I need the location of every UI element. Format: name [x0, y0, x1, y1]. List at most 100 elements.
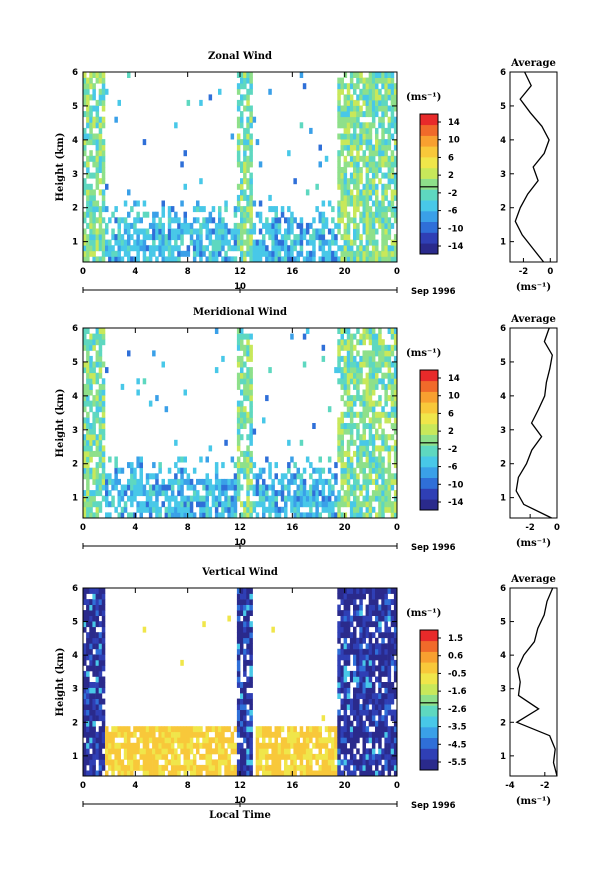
heatmap-cell — [375, 172, 379, 179]
heatmap-cell — [340, 643, 344, 650]
heatmap-cell — [243, 709, 247, 716]
heatmap-cell — [343, 239, 348, 246]
heatmap-cell — [196, 501, 200, 508]
heatmap-cell — [246, 206, 250, 213]
heatmap-cell — [393, 127, 398, 134]
heatmap-cell — [346, 333, 351, 340]
heatmap-cell — [375, 133, 379, 140]
heatmap-cell — [152, 350, 156, 357]
heatmap-cell — [268, 234, 272, 241]
heatmap-cell — [331, 501, 335, 508]
heatmap-cell — [161, 478, 165, 485]
heatmap-cell — [101, 720, 106, 727]
heatmap-cell — [331, 239, 335, 246]
heatmap-cell — [340, 450, 344, 457]
heatmap-cell — [108, 250, 112, 257]
heatmap-cell — [214, 222, 219, 229]
heatmap-cell — [95, 239, 100, 246]
heatmap-cell — [105, 490, 109, 497]
heatmap-cell — [343, 234, 348, 241]
heatmap-cell — [95, 439, 100, 446]
heatmap-cell — [375, 615, 379, 622]
heatmap-cell — [390, 400, 395, 407]
heatmap-cell — [139, 473, 143, 480]
heatmap-cell — [268, 256, 272, 263]
heatmap-cell — [353, 395, 357, 402]
heatmap-cell — [378, 167, 382, 173]
heatmap-cell — [249, 709, 253, 716]
heatmap-cell — [356, 111, 360, 118]
heatmap-cell — [390, 648, 395, 655]
heatmap-cell — [164, 764, 169, 771]
heatmap-cell — [381, 228, 385, 235]
heatmap-cell — [221, 731, 225, 738]
heatmap-cell — [359, 467, 363, 474]
heatmap-cell — [293, 759, 297, 766]
heatmap-cell — [384, 748, 388, 755]
heatmap-cell — [356, 462, 360, 469]
heatmap-cell — [92, 599, 96, 605]
heatmap-cell — [378, 450, 382, 457]
heatmap-cell — [371, 770, 376, 777]
heatmap-cell — [101, 217, 106, 224]
colorbar-swatch — [420, 423, 438, 435]
heatmap-cell — [249, 344, 253, 351]
heatmap-cell — [375, 189, 379, 196]
heatmap-cell — [299, 726, 304, 733]
colorbar-swatch — [420, 640, 438, 652]
heatmap-cell — [365, 83, 370, 90]
heatmap-cell — [321, 764, 326, 771]
heatmap-cell — [375, 512, 379, 519]
heatmap-cell — [287, 206, 291, 213]
heatmap-cell — [249, 720, 253, 727]
heatmap-cell — [365, 693, 370, 699]
heatmap-cell — [287, 731, 291, 738]
heatmap-cell — [243, 659, 247, 666]
heatmap-cell — [98, 428, 103, 435]
heatmap-cell — [365, 194, 370, 201]
heatmap-cell — [208, 484, 213, 491]
heatmap-cell — [95, 693, 100, 699]
heatmap-cell — [199, 206, 203, 213]
heatmap-cell — [268, 512, 272, 519]
heatmap-cell — [371, 704, 376, 710]
heatmap-cell — [368, 748, 373, 755]
heatmap-cell — [221, 753, 225, 760]
heatmap-cell — [384, 659, 388, 666]
heatmap-cell — [246, 200, 250, 207]
heatmap-cell — [312, 256, 316, 263]
heatmap-cell — [236, 161, 241, 168]
heatmap-cell — [95, 704, 100, 710]
heatmap-cell — [368, 328, 373, 334]
heatmap-cell — [164, 245, 169, 252]
heatmap-cell — [98, 704, 103, 710]
heatmap-cell — [387, 133, 392, 140]
heatmap-cell — [139, 467, 143, 474]
heatmap-cell — [346, 715, 351, 722]
heatmap-cell — [309, 462, 313, 469]
heatmap-cell — [378, 161, 382, 168]
heatmap-cell — [246, 411, 250, 418]
heatmap-cell — [390, 411, 395, 418]
heatmap-cell — [299, 72, 304, 78]
heatmap-cell — [83, 383, 87, 390]
heatmap-cell — [243, 654, 247, 661]
heatmap-cell — [359, 654, 363, 661]
heatmap-cell — [249, 753, 253, 760]
heatmap-cell — [346, 704, 351, 710]
heatmap-cell — [390, 748, 395, 755]
heatmap-cell — [393, 105, 398, 112]
heatmap-cell — [89, 621, 93, 628]
heatmap-cell — [359, 682, 363, 688]
heatmap-cell — [365, 604, 370, 611]
heatmap-cell — [221, 759, 225, 766]
heatmap-cell — [98, 599, 103, 605]
heatmap-cell — [152, 742, 156, 749]
heatmap-cell — [211, 228, 216, 235]
heatmap-cell — [359, 704, 363, 710]
heatmap-cell — [337, 604, 341, 611]
heatmap-cell — [340, 670, 344, 677]
heatmap-cell — [343, 753, 348, 760]
heatmap-cell — [346, 239, 351, 246]
heatmap-cell — [236, 434, 241, 441]
